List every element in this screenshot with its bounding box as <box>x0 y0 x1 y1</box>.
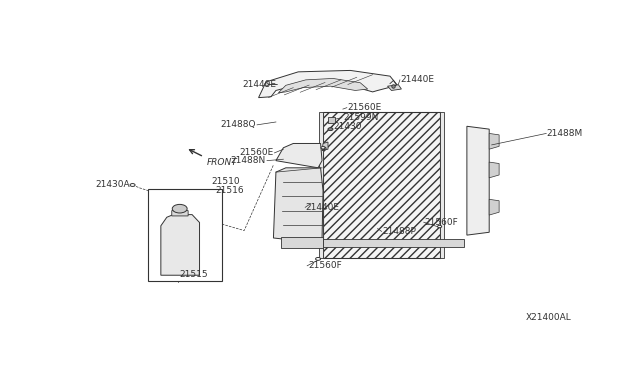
Text: 21430A: 21430A <box>95 180 129 189</box>
Text: 21516: 21516 <box>215 186 244 195</box>
Polygon shape <box>276 144 322 168</box>
Polygon shape <box>319 112 323 258</box>
Circle shape <box>172 204 187 213</box>
Text: 21488N: 21488N <box>231 156 266 165</box>
Text: 21515: 21515 <box>179 270 208 279</box>
Text: 21488M: 21488M <box>547 129 582 138</box>
Polygon shape <box>328 117 335 122</box>
Circle shape <box>316 257 321 260</box>
Polygon shape <box>489 199 499 215</box>
Polygon shape <box>172 209 188 216</box>
Polygon shape <box>273 168 323 242</box>
Text: 21488P: 21488P <box>383 227 417 236</box>
Polygon shape <box>278 78 367 93</box>
Text: 21488Q: 21488Q <box>221 121 256 129</box>
Text: 21560F: 21560F <box>308 261 342 270</box>
Polygon shape <box>388 85 401 90</box>
Text: 21599N: 21599N <box>343 113 378 122</box>
Circle shape <box>328 128 333 131</box>
Text: 21430: 21430 <box>333 122 362 131</box>
Text: 21440E: 21440E <box>242 80 276 89</box>
Text: 21560E: 21560E <box>239 148 273 157</box>
Circle shape <box>321 147 325 149</box>
Polygon shape <box>467 126 489 235</box>
Polygon shape <box>322 142 328 151</box>
Text: 21510: 21510 <box>211 177 240 186</box>
Polygon shape <box>440 112 444 258</box>
Circle shape <box>322 147 326 150</box>
Polygon shape <box>161 215 200 275</box>
Bar <box>148 189 222 281</box>
Text: 21440E: 21440E <box>400 76 434 84</box>
Circle shape <box>438 225 442 228</box>
Text: X21400AL: X21400AL <box>525 313 571 322</box>
Bar <box>323 112 440 258</box>
Text: FRONT: FRONT <box>207 158 237 167</box>
Text: 21560F: 21560F <box>425 218 458 227</box>
Text: 21440E: 21440E <box>306 203 340 212</box>
Text: 21560E: 21560E <box>348 103 382 112</box>
Circle shape <box>130 183 135 186</box>
Polygon shape <box>323 240 465 247</box>
Polygon shape <box>281 237 323 248</box>
Polygon shape <box>489 162 499 178</box>
Polygon shape <box>489 134 499 149</box>
Polygon shape <box>259 70 397 97</box>
